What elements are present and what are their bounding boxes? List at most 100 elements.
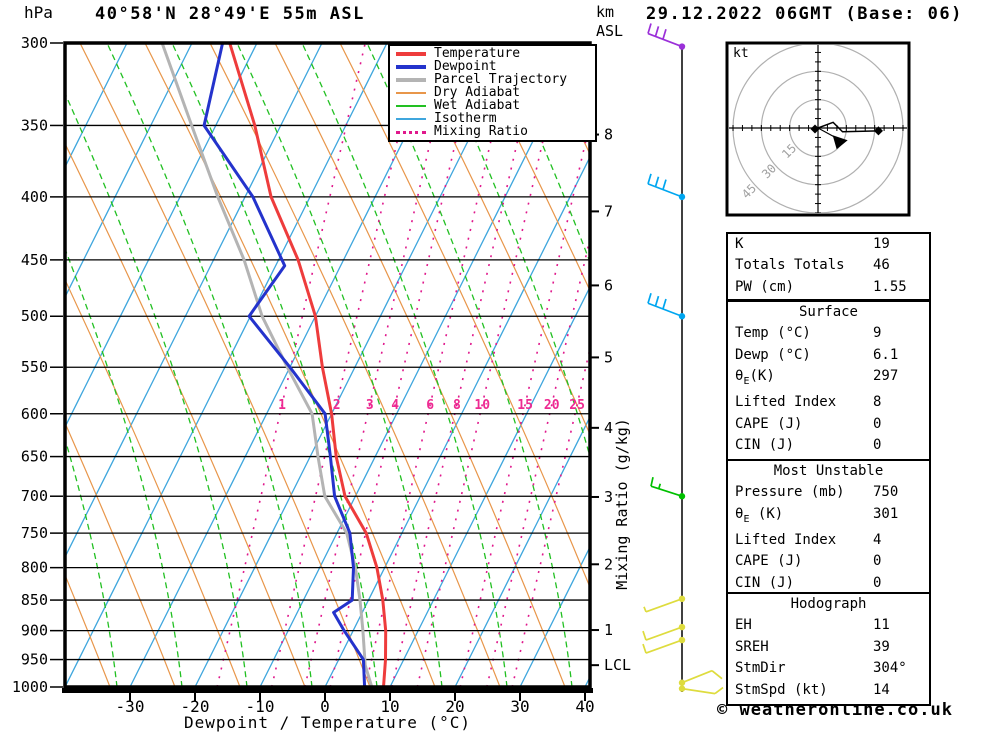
panel-row-cape-j-: CAPE (J) 0 xyxy=(728,551,929,572)
panel-row-label: Totals Totals xyxy=(735,257,845,274)
pressure-axis-labels: 300 350 400 450 500 550 600 650 700 750 800 850 900 9… xyxy=(12,34,63,696)
pressure-tick-label-1000: 1000 xyxy=(12,678,48,696)
legend-label: Dewpoint xyxy=(434,58,497,74)
temperature-axis-labels: -30 -20 -10 0 10 20 30 40 xyxy=(116,693,595,716)
altitude-axis-unit-label: km ASL xyxy=(596,3,624,40)
wind-barb-1003hpa xyxy=(678,685,724,695)
panel-row-lifted-index: Lifted Index 4 xyxy=(728,530,929,551)
pressure-tick-label-400: 400 xyxy=(21,188,48,206)
panel-row-eh: EH 11 xyxy=(728,615,929,636)
temp-tick-label-0: 0 xyxy=(320,697,330,716)
legend-item-dry-adiabat: Dry Adiabat xyxy=(396,84,595,100)
panel-row-label: Pressure (mb) xyxy=(735,484,845,501)
datetime-title: 29.12.2022 06GMT (Base: 06) xyxy=(646,4,963,24)
mixing-ratio-label-8: 8 xyxy=(453,398,461,413)
panel-row-value: 4 xyxy=(873,532,882,549)
panel-row-value: 0 xyxy=(873,415,882,432)
wind-barb-400hpa xyxy=(647,173,686,201)
panel-row-stmdir: StmDir 304° xyxy=(728,658,929,679)
panel-row-label: SREH xyxy=(735,638,769,655)
legend-line-sample xyxy=(396,130,426,134)
panel-row-cin-j-: CIN (J) 0 xyxy=(728,573,929,594)
pressure-axis-unit-label: hPa xyxy=(24,3,53,22)
panel-row-value: 750 xyxy=(873,484,899,501)
panel-row-label: Dewp (°C) xyxy=(735,346,811,363)
panel-title: Most Unstable xyxy=(773,463,884,479)
legend-item-isotherm: Isotherm xyxy=(396,112,595,125)
km-tick-label-8: 8 xyxy=(604,126,613,144)
x-axis-title: Dewpoint / Temperature (°C) xyxy=(183,713,472,732)
mixing-ratio-label-10: 10 xyxy=(474,398,490,413)
panel-row-dewp-c-: Dewp (°C) 6.1 xyxy=(728,345,929,366)
location-title: 40°58'N 28°49'E 55m ASL xyxy=(95,4,365,24)
wind-barb-894hpa xyxy=(642,623,686,641)
legend-label: Dry Adiabat xyxy=(434,84,521,100)
panel-row-label: CAPE (J) xyxy=(735,415,803,432)
km-tick-label-6: 6 xyxy=(604,276,613,294)
legend-item-parcel-trajectory: Parcel Trajectory xyxy=(396,73,595,86)
mixing-ratio-label-20: 20 xyxy=(544,398,560,413)
panel-row--e-k-: θE (K) 301 xyxy=(728,504,929,530)
panel-row-value: 0 xyxy=(873,574,882,591)
legend-label: Mixing Ratio xyxy=(434,124,528,140)
legend-label: Temperature xyxy=(434,45,521,61)
wind-barb-916hpa xyxy=(642,636,686,654)
km-tick-label-2: 2 xyxy=(604,555,613,573)
temp-tick-label-20: 20 xyxy=(445,697,464,716)
temp-tick-label-40: 40 xyxy=(575,697,594,716)
panel-title: Surface xyxy=(798,304,858,320)
legend-item-temperature: Temperature xyxy=(396,45,595,61)
temp-tick-label--20: -20 xyxy=(181,697,210,716)
panel-row-value: 1.55 xyxy=(873,278,907,295)
panel-row-label: PW (cm) xyxy=(735,278,795,295)
wind-barb-992hpa xyxy=(678,669,723,686)
pressure-tick-label-750: 750 xyxy=(21,524,48,542)
panel-row-temp-c-: Temp (°C) 9 xyxy=(728,323,929,344)
legend-line-sample xyxy=(396,118,426,121)
mixing-ratio-label-25: 25 xyxy=(569,398,585,413)
temp-tick-label-10: 10 xyxy=(380,697,399,716)
wind-barb-column xyxy=(642,23,724,695)
legend-line-sample xyxy=(396,77,426,82)
panel-row-value: 0 xyxy=(873,553,882,570)
mixing-ratio-label-15: 15 xyxy=(517,398,533,413)
panel-row-value: 39 xyxy=(873,638,890,655)
curve-dewpoint xyxy=(202,44,367,686)
legend-line-sample xyxy=(396,64,426,69)
panel-row-pw-cm-: PW (cm) 1.55 xyxy=(728,277,929,298)
mixing-ratio-label-3: 3 xyxy=(366,398,374,413)
pressure-tick-label-550: 550 xyxy=(21,358,48,376)
legend-item-dewpoint: Dewpoint xyxy=(396,58,595,74)
panel-row-label: StmDir xyxy=(735,660,786,677)
panel-title: Hodograph xyxy=(790,596,867,612)
wind-barb-500hpa xyxy=(647,292,686,320)
legend-item-mixing-ratio: Mixing Ratio xyxy=(396,124,595,140)
legend: Temperature Dewpoint Parcel Trajectory Dry … xyxy=(388,44,597,142)
wind-barb-848hpa xyxy=(643,595,686,613)
mixing-ratio-label-6: 6 xyxy=(426,398,434,413)
wind-barb-302hpa xyxy=(647,23,686,50)
panel-row-label: Lifted Index xyxy=(735,394,837,411)
lcl-label: LCL xyxy=(604,656,631,674)
wind-barb-700hpa xyxy=(650,477,686,500)
mixing-ratio-labels: 1 2 3 4 6 8 10 15 20 25 xyxy=(278,398,585,413)
plot-frame xyxy=(63,41,592,689)
pressure-tick-label-900: 900 xyxy=(21,622,48,640)
hodograph-unit-label: kt xyxy=(733,46,749,61)
curve-temperature xyxy=(228,44,388,686)
curve-parcel-trajectory xyxy=(161,44,373,686)
temp-tick-label-30: 30 xyxy=(510,697,529,716)
legend-line-sample xyxy=(396,105,426,108)
mixing-ratio-label-2: 2 xyxy=(333,398,341,413)
legend-line-sample xyxy=(396,51,426,56)
pressure-tick-label-300: 300 xyxy=(21,34,48,52)
hodograph-trace xyxy=(817,121,879,133)
panel-row-value: 301 xyxy=(873,505,899,522)
hodograph-arrow-marker xyxy=(832,135,848,150)
pressure-tick-label-950: 950 xyxy=(21,651,48,669)
panel-row--e-k-: θE(K) 297 xyxy=(728,366,929,392)
panel-row-k: K 19 xyxy=(728,234,929,255)
temp-tick-label--30: -30 xyxy=(116,697,145,716)
